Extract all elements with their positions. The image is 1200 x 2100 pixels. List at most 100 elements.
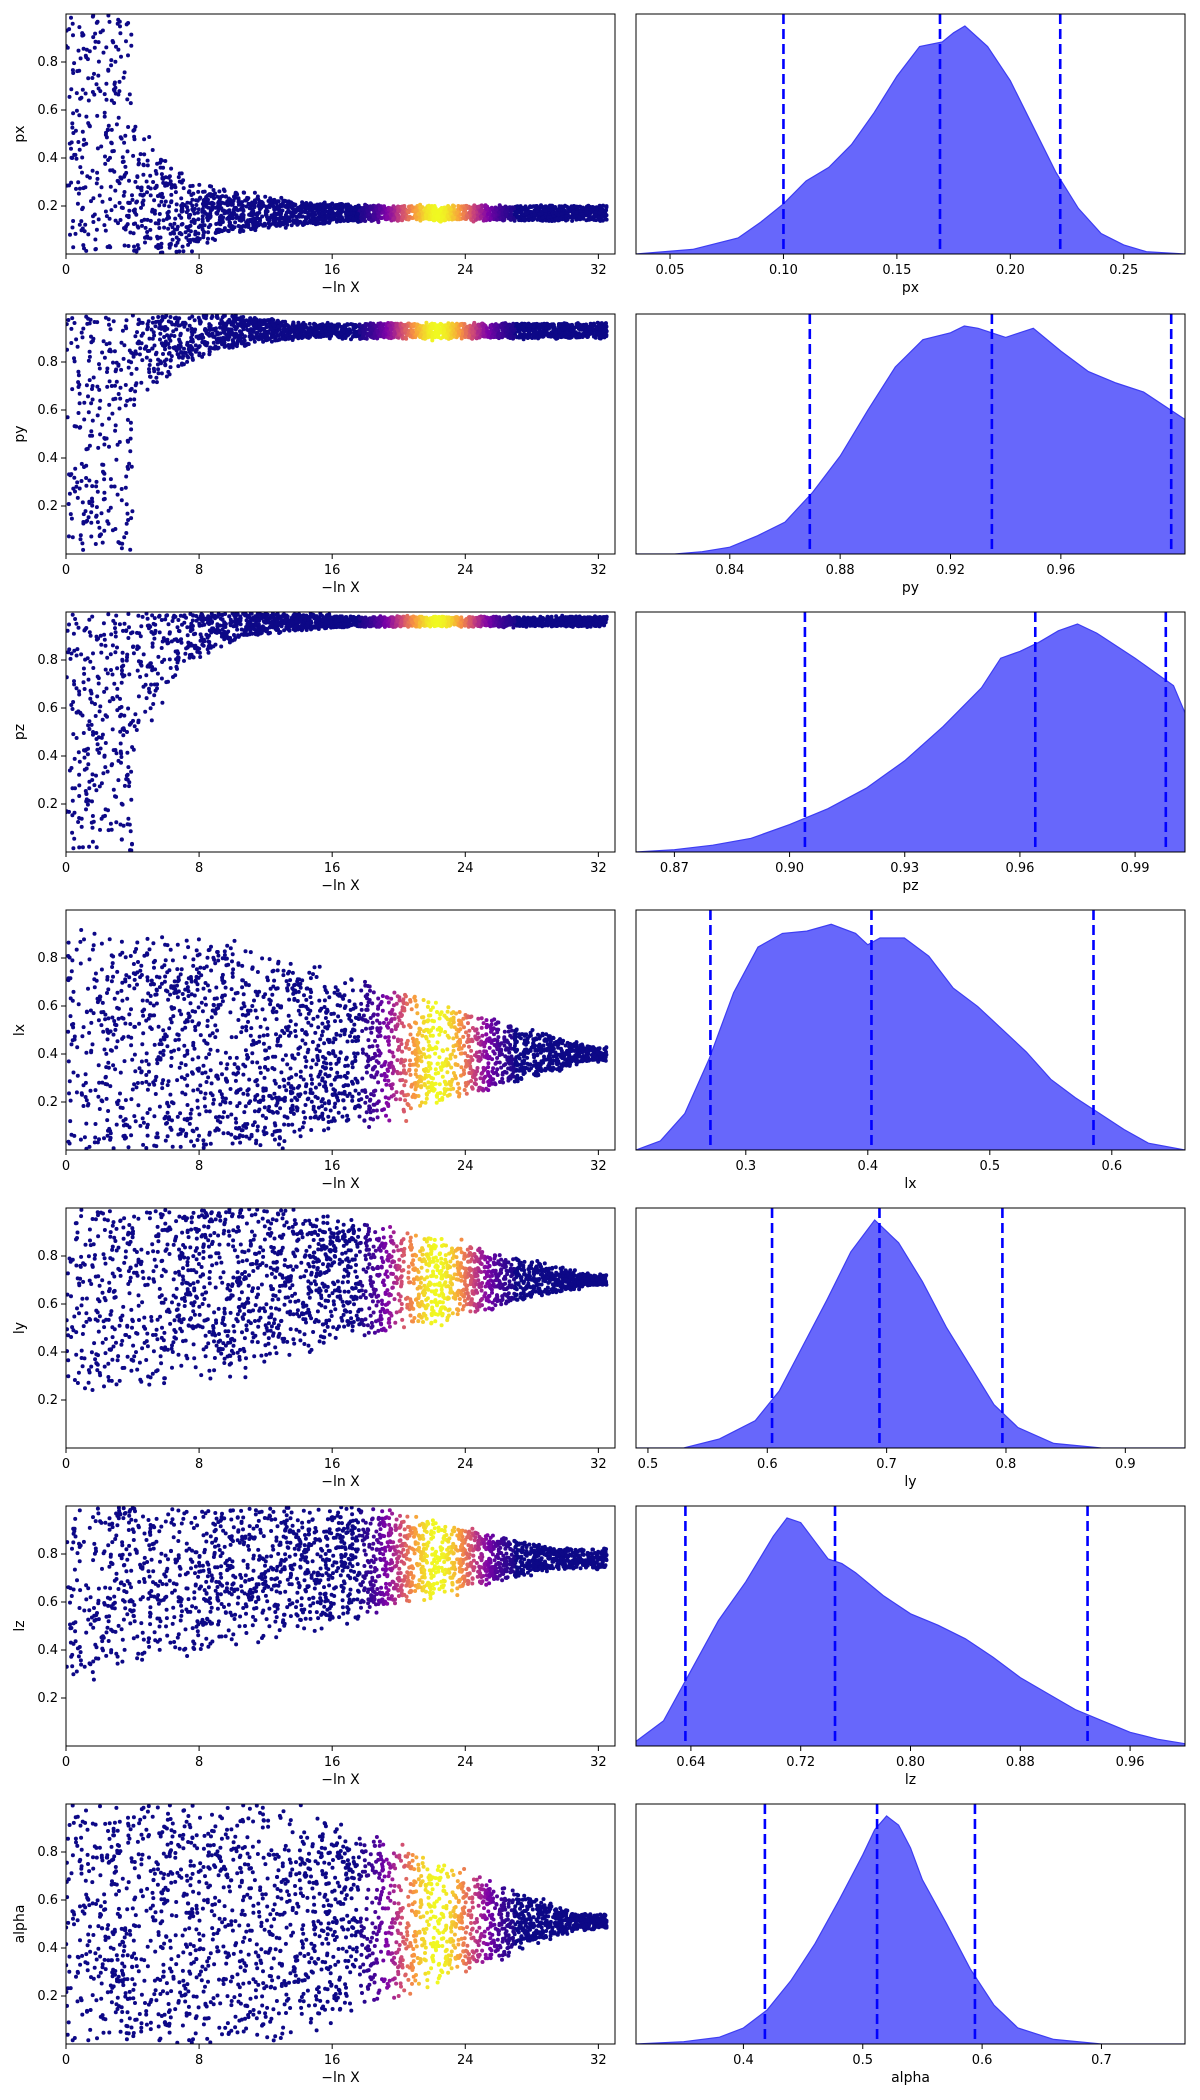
trace-point [234, 191, 239, 196]
trace-point [70, 225, 75, 230]
trace-point [111, 87, 116, 92]
trace-point [192, 211, 197, 216]
trace-point [501, 218, 506, 223]
trace-point [107, 349, 112, 353]
trace-point [284, 333, 289, 338]
trace-point [143, 240, 147, 245]
trace-point [223, 344, 228, 348]
trace-point [155, 362, 160, 367]
trace-point [77, 391, 82, 396]
trace-point [126, 21, 131, 25]
trace-point [264, 333, 269, 338]
trace-point [443, 323, 448, 328]
trace-point [217, 199, 222, 204]
trace-point [300, 322, 305, 326]
trace-point [124, 502, 129, 507]
trace-point [102, 490, 107, 495]
trace-point [358, 208, 363, 213]
trace-point [452, 207, 456, 212]
trace-point [586, 203, 591, 208]
trace-point [106, 521, 111, 526]
trace-point [76, 48, 81, 53]
trace-point [156, 315, 161, 319]
trace-panel-py: 0 8 16 24 32−ln X0.20.40.60.8py [12, 313, 616, 596]
trace-point [239, 228, 244, 233]
trace-point [140, 223, 144, 228]
trace-point [150, 148, 155, 152]
trace-point [107, 322, 111, 327]
trace-point [459, 336, 464, 341]
trace-point [465, 324, 470, 329]
trace-point [105, 366, 110, 371]
trace-point [300, 200, 305, 205]
trace-point [173, 185, 178, 190]
trace-point [124, 521, 129, 526]
trace-point [166, 226, 171, 231]
kde-x-tick-label: 0.15 [882, 263, 911, 278]
trace-point [255, 330, 260, 335]
trace-point [206, 331, 211, 336]
trace-point [177, 249, 182, 254]
trace-point [131, 231, 136, 236]
trace-point [70, 387, 75, 392]
trace-point [107, 341, 112, 346]
trace-point [75, 495, 80, 500]
trace-point [241, 335, 246, 340]
trace-point [410, 205, 415, 210]
trace-point [97, 387, 102, 392]
trace-point [81, 326, 86, 331]
trace-point [481, 330, 486, 335]
trace-point [162, 225, 167, 230]
trace-point [116, 221, 120, 226]
trace-point [73, 231, 78, 236]
trace-point [202, 202, 207, 207]
trace-point [91, 375, 96, 380]
trace-point [172, 221, 177, 226]
trace-point [243, 224, 248, 229]
trace-point [500, 327, 505, 332]
trace-point [85, 174, 90, 179]
trace-point [163, 159, 168, 163]
trace-point [74, 337, 79, 342]
trace-point [176, 323, 181, 328]
trace-point [462, 322, 467, 326]
trace-point [154, 375, 159, 380]
trace-point [248, 316, 253, 321]
trace-point [108, 477, 113, 482]
trace-point [137, 352, 142, 357]
trace-point [477, 335, 482, 340]
trace-point [274, 330, 279, 335]
trace-point [168, 358, 173, 362]
trace-point [116, 47, 121, 52]
trace-point [570, 205, 575, 210]
trace-point [66, 534, 71, 539]
trace-point [246, 201, 251, 206]
trace-point [508, 217, 513, 222]
trace-point [80, 541, 85, 546]
trace-point [565, 324, 570, 329]
trace-point [153, 169, 158, 173]
trace-point [176, 175, 181, 180]
trace-point [180, 244, 185, 249]
trace-point [175, 227, 180, 232]
trace-point [442, 334, 447, 339]
trace-point [139, 188, 144, 193]
trace-point [242, 343, 247, 348]
trace-point [201, 235, 206, 240]
trace-point [494, 327, 499, 332]
trace-point [577, 215, 582, 220]
trace-point [96, 73, 101, 78]
trace-point [263, 194, 268, 199]
trace-point [365, 209, 370, 213]
trace-point [230, 338, 235, 343]
trace-point [130, 197, 135, 202]
trace-point [196, 225, 201, 230]
trace-point [135, 330, 139, 335]
trace-point [127, 92, 132, 97]
trace-point [527, 330, 532, 335]
trace-point [284, 322, 289, 327]
trace-point [113, 59, 118, 64]
trace-point [80, 129, 85, 134]
trace-point [512, 206, 517, 211]
trace-point [103, 228, 108, 233]
